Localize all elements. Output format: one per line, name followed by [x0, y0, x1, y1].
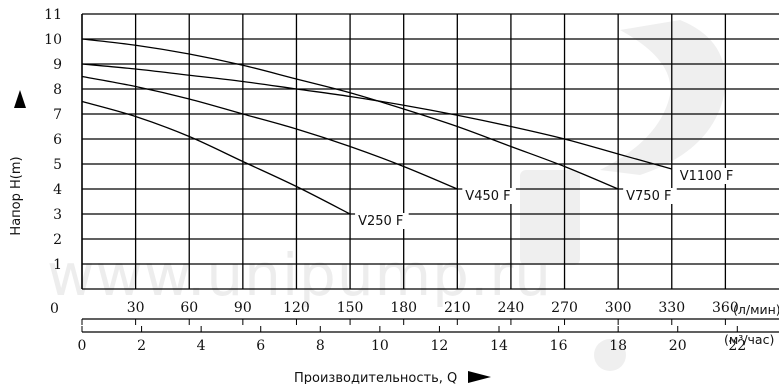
- watermark-logo-dot: [594, 339, 626, 371]
- series-line-v750-f: [81, 38, 619, 190]
- x-tick-label-m3h: 22: [728, 338, 746, 354]
- x-tick-label-lpm: 30: [127, 300, 145, 316]
- x-tick-label-lpm: 60: [180, 300, 198, 316]
- watermark-logo-stem: [520, 170, 580, 265]
- y-tick-label: 7: [53, 107, 62, 123]
- x-tick-label-m3h: 6: [256, 338, 265, 354]
- x-tick-label-lpm: 330: [658, 300, 685, 316]
- x-tick-label-lpm: 240: [498, 300, 525, 316]
- x-tick-label-lpm: 150: [337, 300, 364, 316]
- y-tick-label: 4: [53, 182, 62, 198]
- series-label-bg: [623, 188, 677, 204]
- y-tick-label: 3: [53, 207, 62, 223]
- x-tick-label-m3h: 2: [137, 338, 146, 354]
- series-line-v1100-f: [81, 63, 672, 170]
- series-label-v750-f: V750 F: [626, 189, 671, 204]
- x-tick-label-m3h: 20: [669, 338, 687, 354]
- y-tick-label: 6: [53, 132, 62, 148]
- x-tick-label-lpm: 120: [283, 300, 310, 316]
- x-tick-label-m3h: 12: [431, 338, 449, 354]
- x-tick-label-lpm: 360: [712, 300, 739, 316]
- y-axis-label: Напор H(m): [9, 156, 24, 235]
- series-label-v450-f: V450 F: [465, 189, 510, 204]
- y-axis-arrow-icon: [14, 90, 26, 108]
- y-tick-label: 10: [44, 32, 62, 48]
- y-tick-label: 11: [44, 7, 62, 23]
- series-line-v250-f: [81, 100, 351, 215]
- x-axis-label: Производительность, Q: [294, 371, 457, 384]
- x-tick-labels-lpm: 30 60 90 120 150 180 210 240 270 300 330 360: [127, 300, 739, 316]
- series-label-bg: [462, 188, 516, 204]
- grid: [81, 13, 779, 332]
- x-tick-labels-m3h: 0 2 4 6 8 10 12 14 16 18 20 22: [78, 338, 747, 354]
- y-tick-label: 5: [53, 157, 62, 173]
- x-axis-arrow-icon: [468, 371, 491, 383]
- x-tick-label-m3h: 8: [316, 338, 325, 354]
- series-label-v1100-f: V1100 F: [680, 169, 734, 184]
- x-tick-label-lpm: 300: [605, 300, 632, 316]
- series-line-v450-f: [81, 75, 458, 190]
- series-label-bg: [676, 168, 738, 184]
- y-tick-labels: 1 2 3 4 5 6 7 8 9 10 11: [44, 7, 62, 273]
- y-tick-label: 8: [53, 82, 62, 98]
- y-tick-label: 1: [53, 257, 62, 273]
- series-label-bg: [355, 213, 409, 229]
- x-tick-label-lpm: 90: [234, 300, 252, 316]
- series-label-v250-f: V250 F: [358, 214, 403, 229]
- x-tick-label-m3h: 18: [609, 338, 627, 354]
- x-tick-label-m3h: 10: [371, 338, 389, 354]
- x-tick-label-m3h: 4: [197, 338, 206, 354]
- x-tick-label-lpm: 270: [551, 300, 578, 316]
- series-labels: V250 F V450 F V750 F V1100 F: [355, 168, 738, 229]
- x-tick-label-m3h: 0: [78, 338, 87, 354]
- x-tick-label-lpm: 180: [390, 300, 417, 316]
- series-layer: [81, 38, 672, 215]
- watermark-logo: [520, 20, 726, 371]
- x-unit-m3h: (м³/час): [724, 332, 774, 347]
- x-unit-lpm: (л/мин): [733, 302, 779, 317]
- x-tick-label-lpm: 210: [444, 300, 471, 316]
- y-tick-label: 9: [53, 57, 62, 73]
- watermark-logo-arc: [600, 20, 726, 175]
- x-tick-label-m3h: 16: [550, 338, 568, 354]
- x-tick-label-m3h: 14: [490, 338, 508, 354]
- y-tick-label: 2: [53, 232, 62, 248]
- y-axis-title: Напор H(m): [9, 156, 24, 235]
- watermark-text: www.unipump.ru: [47, 241, 552, 309]
- y-zero-label: 0: [50, 301, 59, 317]
